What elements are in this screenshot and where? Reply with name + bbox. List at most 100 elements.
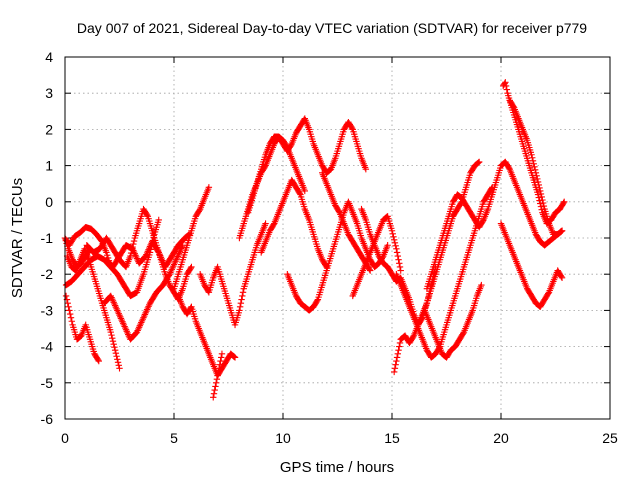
data-point <box>558 228 565 235</box>
y-tick-label: 4 <box>45 49 53 65</box>
data-point <box>287 141 295 149</box>
y-tick-label: -2 <box>41 266 54 282</box>
data-point <box>395 347 402 354</box>
data-point <box>236 307 243 314</box>
data-point <box>530 160 537 167</box>
data-point <box>114 359 122 366</box>
data-point <box>390 368 398 376</box>
y-tick-label: 1 <box>45 158 53 174</box>
data-point <box>231 354 239 361</box>
data-point <box>143 211 151 219</box>
data-point <box>388 227 396 234</box>
data-point <box>218 350 226 358</box>
data-points <box>61 79 568 401</box>
data-point <box>110 340 117 348</box>
data-point <box>109 334 116 342</box>
series-arc-12 <box>196 220 269 329</box>
data-point <box>238 296 245 303</box>
data-point <box>534 175 541 183</box>
data-point <box>204 287 212 295</box>
data-point <box>109 337 117 345</box>
data-point <box>503 86 511 93</box>
data-point <box>237 299 245 307</box>
y-tick-label: -3 <box>41 302 54 318</box>
data-point <box>395 256 402 263</box>
data-point <box>539 196 546 204</box>
data-point <box>230 353 237 360</box>
data-point <box>94 356 102 364</box>
data-point <box>231 353 238 361</box>
data-point <box>396 263 404 271</box>
data-point <box>211 386 218 394</box>
data-point <box>384 242 391 249</box>
data-point <box>560 199 567 207</box>
data-point <box>130 237 138 245</box>
data-point <box>535 181 542 189</box>
data-point <box>540 202 548 210</box>
data-point <box>187 304 194 312</box>
chart-title: Day 007 of 2021, Sidereal Day-to-day VTE… <box>77 20 587 36</box>
data-point <box>66 310 74 318</box>
data-point <box>460 330 467 337</box>
data-point <box>538 206 545 213</box>
data-point <box>536 184 543 192</box>
series-arc-07 <box>101 242 186 343</box>
data-point <box>502 82 510 90</box>
data-point <box>510 103 517 110</box>
series-arc-23 <box>421 281 485 361</box>
data-point <box>409 333 417 341</box>
data-point <box>538 193 545 201</box>
grid-lines <box>65 57 610 419</box>
series-arc-16 <box>284 198 391 314</box>
data-point <box>111 347 119 354</box>
data-point <box>531 166 539 174</box>
data-point <box>475 159 482 166</box>
x-tick-label: 20 <box>493 430 509 446</box>
y-axis-title: SDTVAR / TECUs <box>9 178 26 298</box>
data-point <box>362 166 370 173</box>
data-point <box>537 200 544 207</box>
data-point <box>218 354 225 361</box>
series-arc-26 <box>497 220 566 310</box>
data-point <box>215 368 222 376</box>
data-point <box>479 217 487 225</box>
data-point <box>103 249 110 256</box>
data-point <box>62 237 70 244</box>
data-point <box>394 252 402 260</box>
data-point <box>537 203 545 210</box>
data-point <box>390 236 398 244</box>
data-point <box>301 187 308 195</box>
data-point <box>215 365 223 372</box>
data-point <box>367 267 374 274</box>
data-point <box>534 178 542 186</box>
data-point <box>392 242 399 250</box>
data-point <box>561 198 568 205</box>
data-point <box>537 187 544 195</box>
data-point <box>474 159 481 167</box>
data-point <box>210 394 217 401</box>
data-point <box>214 372 221 379</box>
data-point <box>535 194 542 201</box>
data-point <box>529 154 536 161</box>
x-tick-label: 0 <box>61 430 69 446</box>
data-point <box>528 151 535 158</box>
data-point <box>537 190 545 198</box>
data-point <box>536 197 543 204</box>
data-point <box>391 365 399 372</box>
data-point <box>236 303 244 310</box>
data-point <box>532 169 540 177</box>
series-arc-08 <box>103 231 193 271</box>
data-point <box>558 227 566 234</box>
data-point <box>262 220 269 227</box>
data-point <box>505 164 513 172</box>
plot-frame <box>64 56 611 420</box>
data-point <box>558 274 566 282</box>
data-point <box>557 228 564 236</box>
data-point <box>396 260 403 267</box>
y-tick-label: -6 <box>41 411 54 427</box>
data-point <box>393 354 401 361</box>
data-point <box>348 124 356 132</box>
series-arc-25 <box>506 97 566 238</box>
series-arc-09 <box>170 184 213 292</box>
data-point <box>188 263 195 271</box>
